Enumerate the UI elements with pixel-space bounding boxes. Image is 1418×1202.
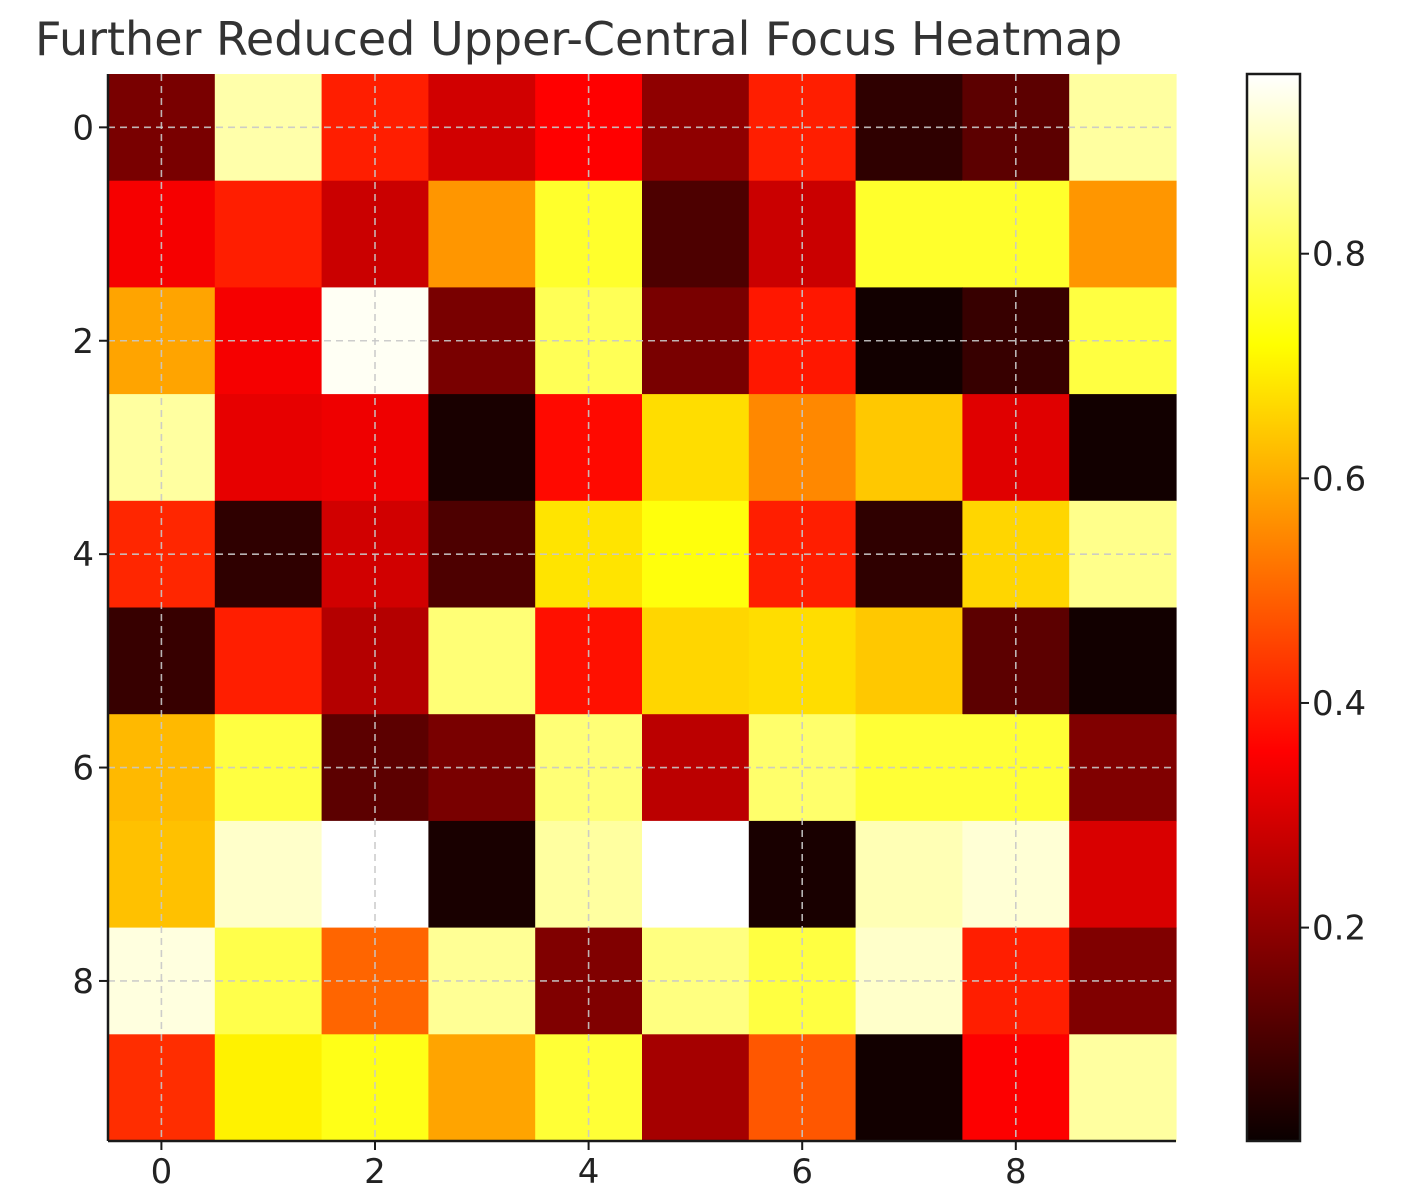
heatmap-cell-5-7	[855, 607, 963, 715]
heatmap-cell-5-2	[321, 607, 429, 715]
colorbar-tick-label-0.2: 0.2	[1312, 909, 1366, 949]
y-tick-label-4: 4	[72, 535, 94, 575]
heatmap-cell-9-1	[214, 1034, 323, 1142]
heatmap-cell-0-5	[642, 74, 750, 182]
heatmap-cell-9-5	[642, 1034, 750, 1142]
heatmap-cell-1-1	[214, 180, 323, 288]
colorbar-fill	[1247, 74, 1300, 1141]
y-tick-label-0: 0	[72, 108, 94, 148]
heatmap-cell-7-2	[321, 820, 429, 929]
heatmap-cell-4-5	[642, 500, 750, 609]
heatmap-cell-3-5	[642, 394, 750, 502]
heatmap-cell-8-7	[855, 927, 963, 1035]
heatmap-cell-8-8	[962, 927, 1070, 1035]
heatmap-cell-0-7	[855, 74, 963, 182]
x-tick-label-8: 8	[1005, 1152, 1027, 1192]
heatmap-cell-7-5	[642, 820, 750, 929]
heatmap-cell-5-6	[748, 607, 857, 715]
heatmap-cell-2-7	[855, 287, 963, 395]
heatmap-cell-7-1	[214, 820, 323, 929]
heatmap-cell-3-7	[855, 394, 963, 502]
heatmap-cell-3-9	[1069, 394, 1177, 502]
axes: 0 2 4 6 8 0 2 4 6 8	[72, 74, 1176, 1192]
y-tick-label-8: 8	[72, 962, 94, 1002]
heatmap-cell-6-7	[855, 714, 963, 822]
heatmap-cell-5-0	[108, 607, 216, 715]
colorbar-tick-label-0.4: 0.4	[1312, 684, 1366, 724]
colorbar: 0.2 0.4 0.6 0.8	[1245, 72, 1366, 1143]
heatmap-cell-5-3	[428, 607, 536, 715]
heatmap-cell-6-8	[962, 714, 1070, 822]
y-tick-label-6: 6	[72, 749, 94, 789]
heatmap-cell-4-7	[855, 500, 963, 609]
x-tick-label-0: 0	[151, 1152, 173, 1192]
heatmap-cell-1-5	[642, 180, 750, 288]
heatmap-cell-5-1	[214, 607, 323, 715]
x-tick-label-2: 2	[364, 1152, 386, 1192]
heatmap-cell-8-6	[748, 927, 857, 1035]
heatmap-cell-8-5	[642, 927, 750, 1035]
heatmap-cell-6-5	[642, 714, 750, 822]
heatmap-cell-5-9	[1069, 607, 1177, 715]
heatmap-cell-5-8	[962, 607, 1070, 715]
heatmap-cell-7-6	[748, 820, 857, 929]
heatmap-cell-1-9	[1069, 180, 1177, 288]
x-tick-label-6: 6	[791, 1152, 813, 1192]
colorbar-ticks: 0.2 0.4 0.6 0.8	[1300, 235, 1366, 949]
heatmap-cell-5-5	[642, 607, 750, 715]
heatmap-cell-3-1	[214, 394, 323, 502]
heatmap-cell-9-9	[1069, 1034, 1177, 1142]
heatmap-cell-7-4	[535, 820, 643, 929]
heatmap-cell-9-3	[428, 1034, 536, 1142]
colorbar-tick-label-0.6: 0.6	[1312, 459, 1366, 499]
y-tick-label-2: 2	[72, 322, 94, 362]
heatmap-cell-1-7	[855, 180, 963, 288]
chart-title: Further Reduced Upper-Central Focus Heat…	[35, 12, 1122, 66]
heatmap-cell-1-3	[428, 180, 536, 288]
heatmap-cell-2-5	[642, 287, 750, 395]
heatmap-cell-3-3	[428, 394, 536, 502]
heatmap-cell-9-7	[855, 1034, 963, 1142]
heatmap-cell-7-7	[855, 820, 963, 929]
x-tick-label-4: 4	[578, 1152, 600, 1192]
heatmap-cell-7-9	[1069, 820, 1177, 929]
colorbar-tick-label-0.8: 0.8	[1312, 235, 1366, 275]
heatmap-cell-6-6	[748, 714, 857, 822]
grid-lines	[108, 74, 1176, 1141]
heatmap-cell-5-4	[535, 607, 643, 715]
heatmap-cell-7-0	[108, 820, 216, 929]
colorbar-frame	[1245, 72, 1302, 1143]
heatmap-cell-7-3	[428, 820, 536, 929]
heatmap-cell-7-8	[962, 820, 1070, 929]
